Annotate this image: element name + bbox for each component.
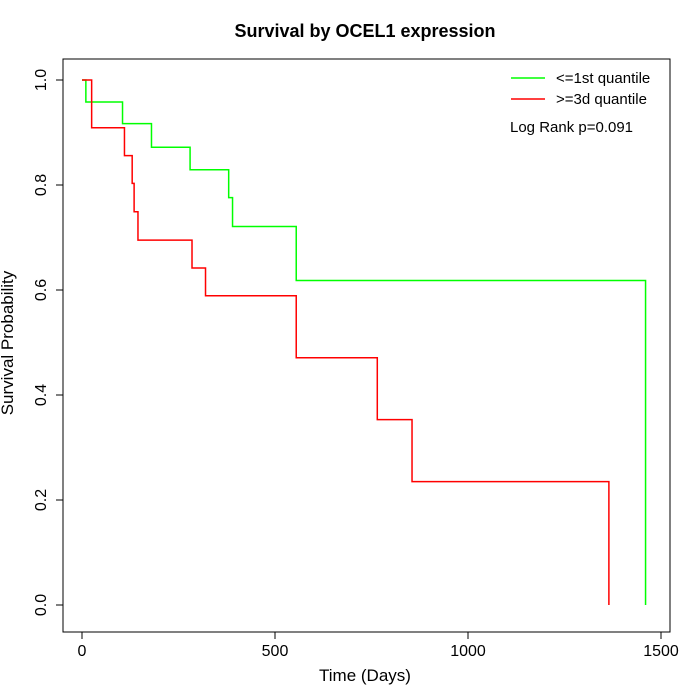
plot-frame	[62, 58, 671, 633]
y-axis: 0.0 0.2 0.4 0.6 0.8 1.0	[33, 69, 64, 616]
y-axis-label: Survival Probability	[0, 270, 17, 415]
y-tick-label: 0.4	[33, 384, 50, 406]
survival-curve-series-2	[82, 79, 610, 605]
log-rank-annotation: Log Rank p=0.091	[510, 119, 633, 136]
survival-curve-series-1	[82, 79, 647, 605]
x-tick-label: 500	[262, 643, 289, 660]
chart-title: Survival by OCEL1 expression	[234, 21, 495, 41]
x-tick-label: 1000	[450, 643, 486, 660]
y-tick-label: 0.8	[33, 174, 50, 196]
legend-label: <=1st quantile	[556, 70, 650, 87]
y-tick-label: 0.2	[33, 489, 50, 511]
x-tick-label: 1500	[643, 643, 679, 660]
y-tick-label: 0.0	[33, 594, 50, 616]
legend: <=1st quantile >=3d quantile	[511, 70, 650, 108]
legend-label: >=3d quantile	[556, 91, 647, 108]
y-tick-label: 0.6	[33, 279, 50, 301]
x-tick-label: 0	[78, 643, 87, 660]
x-axis-label: Time (Days)	[319, 666, 411, 685]
x-axis: 0 500 1000 1500	[78, 631, 679, 660]
survival-curves	[82, 79, 647, 605]
y-tick-label: 1.0	[33, 69, 50, 91]
